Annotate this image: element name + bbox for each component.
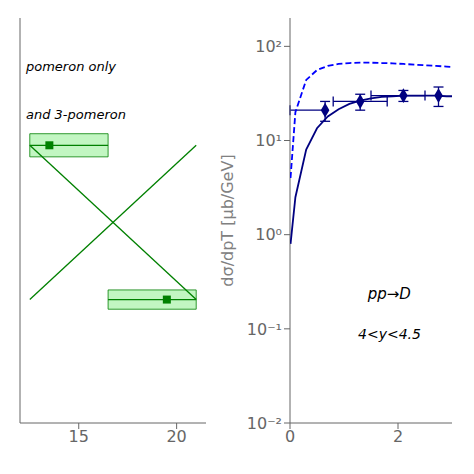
- html-text:pomeron only: pomeron only: [26, 58, 116, 74]
- svg-text:2: 2: [393, 427, 403, 446]
- svg-text:10²: 10²: [255, 37, 282, 56]
- html-text:and 3-pomeron: and 3-pomeron: [26, 107, 126, 123]
- svg-text:dσ/dpT [μb/GeV]: dσ/dpT [μb/GeV]: [218, 154, 237, 286]
- svg-text:15: 15: [69, 427, 89, 446]
- svg-text:10⁰: 10⁰: [255, 225, 282, 244]
- svg-text:10¹: 10¹: [255, 131, 282, 150]
- svg-text:20: 20: [166, 427, 186, 446]
- svg-text:10⁻²: 10⁻²: [247, 414, 282, 433]
- svg-text:0: 0: [285, 427, 295, 446]
- html-text:4<y<4.5: 4<y<4.5: [358, 325, 421, 342]
- html-text:pp→D: pp→D: [367, 285, 411, 304]
- svg-text:10⁻¹: 10⁻¹: [247, 320, 282, 339]
